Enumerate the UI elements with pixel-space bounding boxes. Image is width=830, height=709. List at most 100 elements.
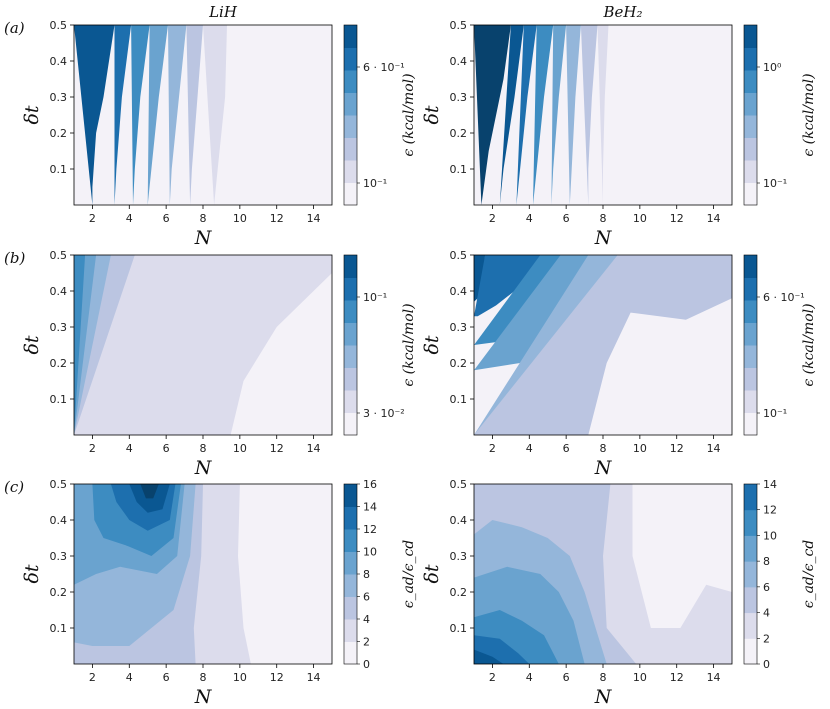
colorbar-tick-label: 10⁰ — [763, 61, 782, 74]
colorbar-level-1 — [744, 390, 757, 413]
y-tick-label: 0.3 — [50, 321, 68, 334]
colorbar-level-5 — [344, 300, 357, 323]
y-tick-label: 0.1 — [450, 393, 468, 406]
colorbar-tick-label: 16 — [363, 478, 377, 491]
x-tick-label: 6 — [563, 671, 570, 684]
colorbar-tick-label: 6 · 10⁻¹ — [363, 61, 405, 74]
colorbar-level-0 — [744, 638, 757, 665]
colorbar-label: ϵ (kcal/mol) — [401, 73, 417, 156]
x-tick-label: 12 — [270, 671, 284, 684]
colorbar-level-4 — [744, 535, 757, 562]
colorbar-level-6 — [744, 47, 757, 71]
colorbar-level-0 — [344, 641, 357, 665]
y-tick-label: 0.5 — [450, 478, 468, 491]
row-label: (a) — [4, 19, 25, 37]
colorbar-level-3 — [344, 345, 357, 368]
contour-region-level-1 — [597, 25, 609, 205]
colorbar: 10⁻¹ 6 · 10⁻¹ϵ (kcal/mol) — [743, 254, 817, 436]
colorbar-level-3 — [744, 115, 757, 138]
y-tick-label: 0.3 — [450, 91, 468, 104]
x-axis-label: N — [594, 686, 613, 708]
y-tick-label: 0.5 — [450, 19, 468, 32]
x-tick-label: 6 — [563, 212, 570, 225]
contour-region-level-2 — [580, 25, 598, 205]
colorbar-frame — [743, 254, 758, 436]
colorbar-level-5 — [344, 70, 357, 93]
colorbar-tick-label: 12 — [763, 504, 777, 517]
colorbar-level-0 — [744, 182, 757, 206]
colorbar-frame — [743, 24, 758, 206]
x-tick-label: 12 — [270, 442, 284, 455]
contour-region-level-6 — [114, 25, 132, 205]
x-tick-label: 14 — [707, 442, 721, 455]
panel-c-beh2: 2 4 6 8 10 12 14 0.1 0.2 0.3 0.4 0.5 Nδt 0 2 4 6 8 10 12 14 ϵ… — [421, 478, 817, 708]
colorbar-tick-label: 10⁻¹ — [763, 407, 787, 420]
colorbar-level-7 — [744, 25, 757, 48]
y-tick-label: 0.3 — [50, 91, 68, 104]
colorbar-level-1 — [744, 612, 757, 639]
colorbar-level-3 — [744, 345, 757, 368]
colorbar-frame — [343, 24, 358, 206]
x-tick-label: 2 — [89, 212, 96, 225]
y-tick-label: 0.4 — [450, 55, 468, 68]
colorbar-level-4 — [744, 322, 757, 346]
colorbar-tick-label: 8 — [763, 555, 770, 568]
y-tick-label: 0.2 — [50, 586, 68, 599]
x-tick-label: 6 — [163, 442, 170, 455]
x-axis-label: N — [594, 227, 613, 249]
panel-b-lih: 2 4 6 8 10 12 14 0.1 0.2 0.3 0.4 0.5 Nδt 3 · 10⁻² 10⁻¹… — [21, 249, 417, 479]
colorbar-tick-label: 2 — [763, 632, 770, 645]
x-tick-label: 2 — [489, 442, 496, 455]
y-tick-label: 0.1 — [50, 163, 68, 176]
colorbar-tick-label: 10 — [763, 529, 777, 542]
colorbar: 0 2 4 6 8 10 12 14 ϵ_ad/ϵ_cd — [743, 478, 817, 671]
x-tick-label: 2 — [489, 671, 496, 684]
contour-region-level-2 — [186, 25, 203, 205]
x-tick-label: 10 — [233, 212, 247, 225]
colorbar-level-2 — [744, 137, 757, 161]
colorbar-level-2 — [744, 586, 757, 614]
x-tick-label: 14 — [707, 671, 721, 684]
y-axis-label: δt — [21, 564, 43, 583]
y-tick-label: 0.1 — [450, 163, 468, 176]
x-axis-label: N — [194, 227, 213, 249]
colorbar-tick-label: 6 — [763, 581, 770, 594]
x-tick-label: 6 — [163, 671, 170, 684]
contour-region-level-4 — [474, 255, 589, 371]
colorbar-level-5 — [344, 529, 357, 552]
colorbar-tick-label: 0 — [763, 658, 770, 671]
x-tick-label: 2 — [89, 442, 96, 455]
y-axis-label: δt — [21, 105, 43, 124]
colorbar: 3 · 10⁻² 10⁻¹ ϵ (kcal/mol) — [343, 254, 417, 436]
panel-a-lih: 2 4 6 8 10 12 14 0.1 0.2 0.3 0.4 0.5 Nδt LiH 10⁻¹ 6 · 1… — [21, 3, 417, 249]
y-tick-label: 0.2 — [50, 127, 68, 140]
x-tick-label: 10 — [633, 212, 647, 225]
y-axis-label: δt — [421, 105, 443, 124]
x-tick-label: 12 — [670, 442, 684, 455]
x-tick-label: 10 — [633, 671, 647, 684]
y-axis-label: δt — [421, 335, 443, 354]
contour-region-level-3 — [566, 25, 581, 205]
colorbar-level-0 — [344, 412, 357, 436]
colorbar-level-1 — [744, 160, 757, 183]
colorbar-frame — [743, 483, 758, 665]
y-tick-label: 0.5 — [50, 19, 68, 32]
x-tick-label: 8 — [600, 671, 607, 684]
row-label: (c) — [4, 478, 24, 496]
x-tick-label: 10 — [233, 671, 247, 684]
x-tick-label: 4 — [126, 442, 133, 455]
contour-region-level-7 — [499, 25, 524, 205]
y-tick-label: 0.5 — [50, 249, 68, 262]
x-tick-label: 4 — [526, 212, 533, 225]
colorbar-label: ϵ (kcal/mol) — [801, 303, 817, 386]
x-tick-label: 10 — [233, 442, 247, 455]
x-tick-label: 8 — [200, 671, 207, 684]
colorbar-level-3 — [344, 574, 357, 597]
x-tick-label: 4 — [526, 671, 533, 684]
colorbar-tick-label: 2 — [363, 636, 370, 649]
colorbar-tick-label: 4 — [363, 613, 370, 626]
contour-region-level-4 — [551, 25, 567, 205]
y-tick-label: 0.3 — [450, 321, 468, 334]
contour-region-level-7 — [74, 25, 115, 205]
colorbar-level-7 — [344, 255, 357, 278]
